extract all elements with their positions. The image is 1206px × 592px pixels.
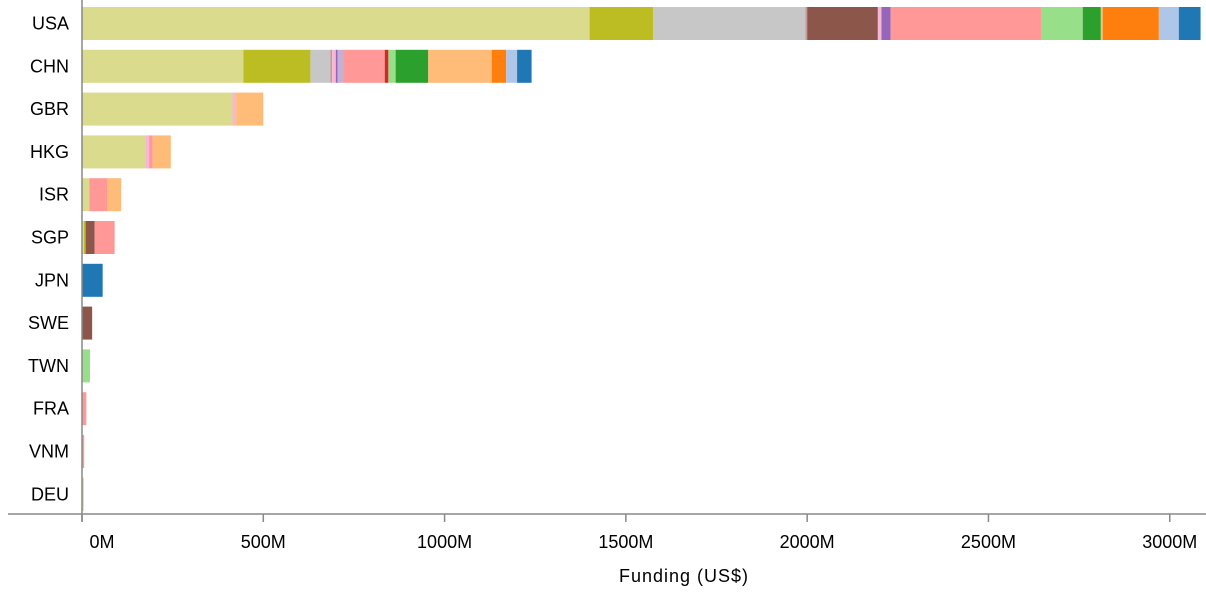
category-label-usa: USA (32, 14, 69, 34)
category-labels: USA CHN GBR HKG ISR SGP JPN SWE TWN FRA VNM DEU (28, 14, 69, 505)
category-label-hkg: HKG (30, 142, 69, 162)
bar-segment-chn-3 (330, 49, 333, 83)
bar-segment-chn-0 (82, 49, 244, 83)
bar-segment-chn-8 (343, 49, 385, 83)
x-tick-label-1: 500M (241, 532, 286, 552)
category-label-twn: TWN (28, 356, 69, 376)
bar-segment-usa-14 (1158, 7, 1179, 40)
bar-segment-sgp-4 (85, 221, 95, 254)
category-label-swe: SWE (28, 313, 69, 333)
x-axis-ticks: 0M 500M 1000M 1500M 2000M 2500M 3000M (81, 514, 1197, 552)
bar-segment-deu-0 (82, 477, 84, 511)
category-label-isr: ISR (39, 185, 69, 205)
bar-segment-chn-2 (310, 49, 331, 83)
category-label-sgp: SGP (31, 228, 69, 248)
category-label-gbr: GBR (30, 99, 69, 119)
category-label-deu: DEU (31, 484, 69, 504)
bar-segment-chn-9 (384, 49, 389, 83)
bar-segment-usa-12 (1100, 7, 1103, 40)
bar-segment-swe-4 (82, 306, 93, 340)
bar-segment-usa-6 (881, 7, 891, 40)
bar-segment-jpn-15 (82, 263, 103, 297)
category-label-chn: CHN (30, 56, 69, 76)
bar-segment-fra-8 (82, 392, 87, 426)
category-label-fra: FRA (33, 399, 69, 419)
bar-segment-usa-10 (1041, 7, 1083, 40)
category-label-jpn: JPN (35, 270, 69, 290)
x-tick-label-2: 1000M (417, 532, 472, 552)
bar-segment-sgp-0 (82, 221, 84, 254)
bar-segment-isr-0 (82, 178, 90, 212)
bar-segment-usa-1 (589, 7, 654, 40)
bar-segment-usa-11 (1082, 7, 1101, 40)
bar-segment-isr-8 (89, 178, 108, 212)
bar-segment-sgp-1 (83, 221, 86, 254)
x-tick-label-0: 0M (89, 532, 114, 552)
x-tick-label-6: 3000M (1142, 532, 1197, 552)
bar-segment-sgp-8 (94, 221, 115, 254)
bar-segment-usa-0 (82, 7, 590, 40)
bar-segment-usa-5 (877, 7, 882, 40)
bar-segment-hkg-5 (145, 135, 150, 169)
bar-segment-gbr-0 (82, 92, 233, 126)
bar-segment-chn-12 (428, 49, 492, 83)
bar-segment-hkg-12 (152, 135, 171, 169)
bar-segment-chn-13 (491, 49, 507, 83)
bar-segment-usa-3 (805, 7, 808, 40)
bar-segment-usa-4 (807, 7, 878, 40)
bar-segment-isr-12 (107, 178, 122, 212)
bar-segment-chn-5 (332, 49, 336, 83)
bar-segment-hkg-8 (149, 135, 153, 169)
bar-segment-usa-15 (1178, 7, 1201, 40)
bar-segment-gbr-5 (232, 92, 237, 126)
bar-segment-chn-11 (395, 49, 429, 83)
bar-segment-chn-15 (517, 49, 532, 83)
bar-segment-hkg-0 (82, 135, 146, 169)
bar-segment-chn-14 (506, 49, 518, 83)
category-label-vnm: VNM (29, 442, 69, 462)
x-axis-title: Funding (US$) (619, 566, 749, 586)
x-tick-label-5: 2500M (961, 532, 1016, 552)
bar-segment-usa-8 (890, 7, 1042, 40)
bar-segment-chn-10 (388, 49, 396, 83)
bars-group (82, 7, 1201, 511)
bar-segment-usa-13 (1102, 7, 1159, 40)
x-tick-label-4: 2000M (780, 532, 835, 552)
bar-segment-chn-1 (243, 49, 311, 83)
bar-segment-chn-6 (335, 49, 338, 83)
bar-segment-usa-2 (653, 7, 806, 40)
x-tick-label-3: 1500M (598, 532, 653, 552)
bar-segment-twn-10 (82, 349, 90, 383)
bar-segment-chn-7 (337, 49, 344, 83)
bar-segment-gbr-12 (236, 92, 264, 126)
bar-segment-vnm-8 (82, 435, 85, 468)
